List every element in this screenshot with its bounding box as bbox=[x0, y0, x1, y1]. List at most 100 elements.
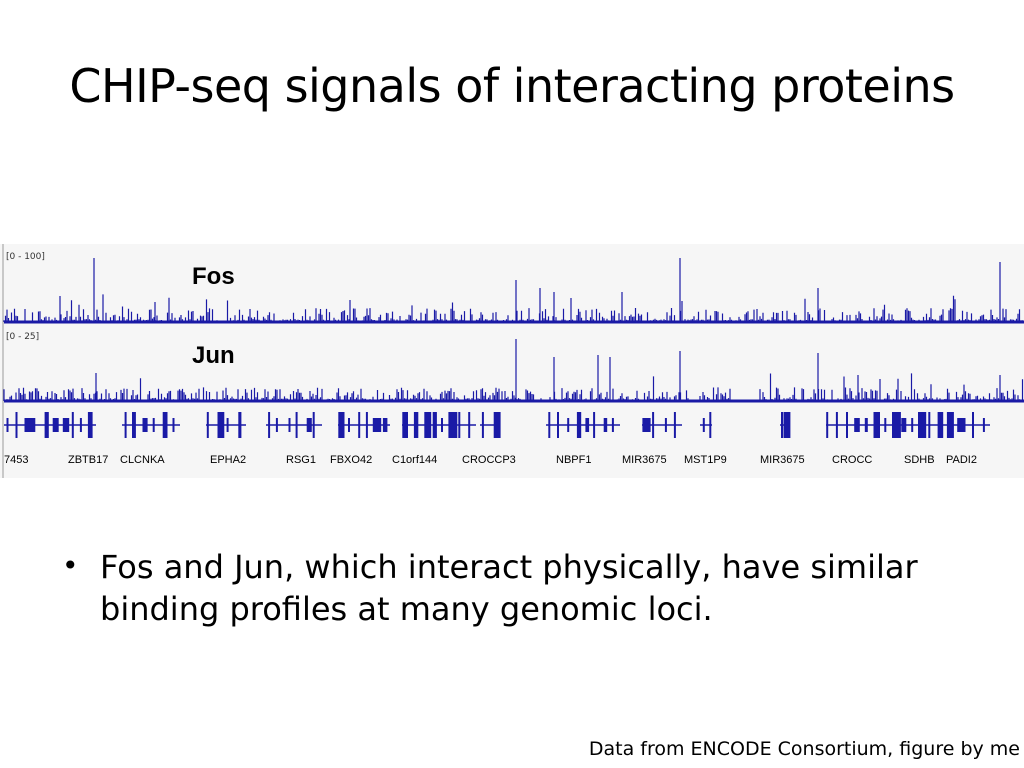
gene-exon bbox=[142, 418, 148, 432]
gene-exon bbox=[557, 412, 559, 438]
gene-label: C1orf144 bbox=[392, 454, 437, 466]
gene-exon bbox=[458, 412, 461, 438]
gene-exon bbox=[172, 418, 175, 432]
gene-exon bbox=[567, 418, 570, 432]
gene-exon bbox=[642, 418, 651, 432]
gene-exon bbox=[928, 412, 931, 438]
bullet-list: • Fos and Jun, which interact physically… bbox=[62, 546, 962, 630]
gene-exon bbox=[152, 418, 155, 432]
gene-exon bbox=[603, 418, 608, 432]
gene-exon bbox=[238, 412, 242, 438]
gene-exon bbox=[548, 412, 551, 438]
gene-exon bbox=[854, 418, 860, 432]
gene-exon bbox=[424, 412, 432, 438]
gene-exon bbox=[593, 412, 596, 438]
gene-exon bbox=[441, 418, 443, 432]
gene-exon bbox=[937, 412, 944, 438]
gene-exon bbox=[963, 418, 966, 432]
gene-exon bbox=[709, 412, 712, 438]
fos-signal-track bbox=[3, 258, 1024, 324]
gene-exon bbox=[611, 418, 614, 432]
gene-exon bbox=[79, 418, 82, 432]
gene-exon bbox=[31, 418, 36, 432]
gene-exon bbox=[206, 412, 209, 438]
browser-tracks: [0 - 100] [0 - 25] 7453 ZBTB17 CLCNKA EPHA2… bbox=[2, 244, 1024, 478]
gene-exon bbox=[124, 412, 127, 438]
gene-exon bbox=[826, 412, 829, 438]
gene-exon bbox=[288, 418, 291, 432]
gene-exon bbox=[413, 412, 419, 438]
gene-exon bbox=[673, 412, 676, 438]
jun-range-label: [0 - 25] bbox=[6, 332, 39, 342]
gene-exon bbox=[884, 418, 887, 432]
gene-exon bbox=[358, 412, 361, 438]
gene-exon bbox=[864, 418, 868, 432]
gene-exon bbox=[24, 418, 33, 432]
gene-exon bbox=[957, 418, 966, 432]
gene-exon bbox=[873, 412, 880, 438]
gene-label: MIR3675 bbox=[760, 454, 805, 466]
gene-exon bbox=[268, 412, 271, 438]
gene-exon bbox=[585, 418, 590, 432]
gene-exon bbox=[71, 412, 74, 438]
gene-exon bbox=[946, 412, 954, 438]
gene-exon bbox=[576, 412, 582, 438]
gene-exon bbox=[846, 412, 848, 438]
gene-label: SDHB bbox=[904, 454, 935, 466]
bullet-text: Fos and Jun, which interact physically, … bbox=[100, 548, 918, 629]
figure-credit: Data from ENCODE Consortium, figure by m… bbox=[588, 738, 1020, 760]
gene-exon bbox=[338, 412, 345, 438]
gene-exon bbox=[132, 412, 136, 438]
gene-annotation-track bbox=[4, 412, 990, 438]
signal-bars bbox=[3, 258, 1024, 322]
gene-exon bbox=[911, 418, 914, 432]
gene-exon bbox=[372, 418, 382, 432]
gene-exon bbox=[402, 412, 408, 438]
gene-label: CROCC bbox=[832, 454, 872, 466]
gene-label: EPHA2 bbox=[210, 454, 246, 466]
signal-bars bbox=[3, 339, 1024, 401]
gene-exon bbox=[493, 412, 501, 438]
gene-exon bbox=[702, 418, 705, 432]
gene-label: PADI2 bbox=[946, 454, 977, 466]
gene-exon bbox=[6, 418, 9, 432]
gene-exon bbox=[275, 418, 278, 432]
gene-label: MIR3675 bbox=[622, 454, 667, 466]
jun-track-label: Jun bbox=[192, 342, 235, 369]
gene-exon bbox=[972, 412, 974, 438]
gene-exon bbox=[448, 412, 458, 438]
gene-exon bbox=[226, 418, 229, 432]
gene-label: CLCNKA bbox=[120, 454, 165, 466]
bullet-item: • Fos and Jun, which interact physically… bbox=[62, 546, 962, 630]
gene-label: CROCCP3 bbox=[462, 454, 516, 466]
gene-exon bbox=[652, 412, 655, 438]
gene-label-row: 7453 ZBTB17 CLCNKA EPHA2 RSG1 FBXO42 C1orf144 C… bbox=[4, 454, 977, 466]
gene-exon bbox=[348, 418, 350, 432]
gene-exon bbox=[892, 412, 901, 438]
gene-exon bbox=[664, 418, 667, 432]
gene-exon bbox=[312, 412, 315, 438]
gene-exon bbox=[835, 412, 838, 438]
gene-label: NBPF1 bbox=[556, 454, 591, 466]
genome-browser-figure: [0 - 100] [0 - 25] 7453 ZBTB17 CLCNKA EPHA2… bbox=[0, 244, 1024, 478]
gene-exon bbox=[783, 412, 791, 438]
fos-track-label: Fos bbox=[192, 263, 235, 290]
gene-label: MST1P9 bbox=[684, 454, 727, 466]
gene-exon bbox=[365, 412, 368, 438]
jun-signal-track bbox=[3, 339, 1024, 403]
gene-exon bbox=[62, 418, 70, 432]
gene-exon bbox=[468, 412, 471, 438]
gene-exon bbox=[15, 412, 18, 438]
gene-exon bbox=[982, 418, 985, 432]
gene-label: RSG1 bbox=[286, 454, 316, 466]
fos-range-label: [0 - 100] bbox=[6, 252, 45, 262]
gene-exon bbox=[52, 418, 59, 432]
gene-label: FBXO42 bbox=[330, 454, 372, 466]
gene-exon bbox=[901, 418, 907, 432]
gene-exon bbox=[432, 412, 437, 438]
gene-exon bbox=[306, 418, 312, 432]
slide-title: CHIP-seq signals of interacting proteins bbox=[69, 59, 955, 113]
gene-exon bbox=[44, 412, 49, 438]
gene-exon bbox=[382, 418, 388, 432]
gene-label: 7453 bbox=[4, 454, 28, 466]
